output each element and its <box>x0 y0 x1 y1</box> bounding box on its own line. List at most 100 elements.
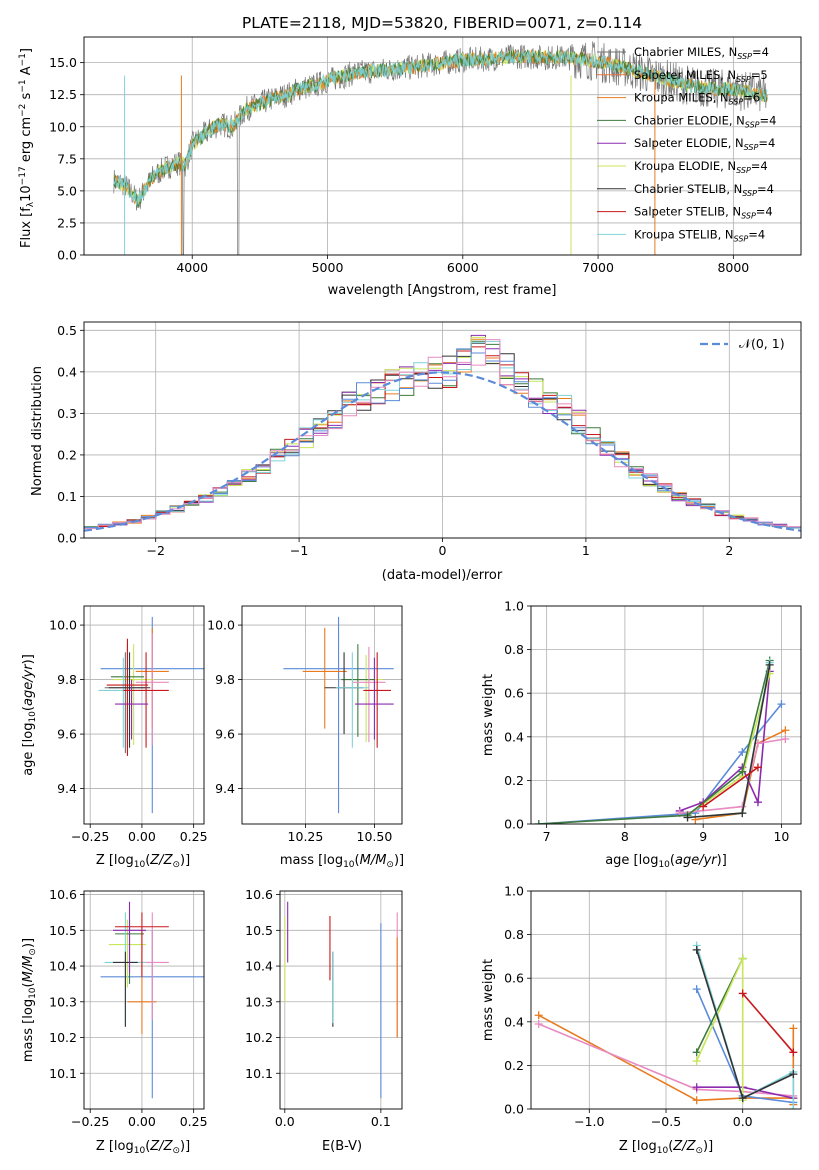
x-tick-label: 10 <box>773 829 789 844</box>
x-tick-label: −0.25 <box>71 829 109 844</box>
legend-label-sub: SSP <box>736 75 751 84</box>
y-tick-label: 0.2 <box>504 773 524 788</box>
x-tick-label: 8000 <box>717 260 749 275</box>
mass-xlabel-main: mass [log <box>280 853 343 868</box>
plot-body <box>98 616 204 814</box>
age-xlabel-main: age [log <box>605 853 658 868</box>
plot-area: 4000 5000 6000 7000 80000.02.55.07.510.012.5… <box>49 36 802 1129</box>
panel-mass_vs_EBV: 0.0 0.1 10.1 10.2 10.3 10.4 10.5 10.6 <box>245 887 403 1129</box>
mass-weight-line <box>538 660 771 824</box>
age-ylabel-main: age [log <box>21 723 36 776</box>
mass-weight-marker <box>789 1070 798 1079</box>
mass-weight-marker <box>692 945 701 954</box>
mass-weight-marker <box>534 1011 543 1020</box>
y-tick-label: 0.0 <box>57 531 77 546</box>
z-xlabel-3-main: Z [log <box>619 1139 657 1154</box>
mass-weight-marker <box>781 734 790 743</box>
legend-label: Kroupa MILES, NSSP=6 <box>634 91 760 107</box>
x-tick-label: 10.50 <box>357 829 393 844</box>
plot-body <box>84 334 801 538</box>
plot-body <box>113 41 768 255</box>
y-tick-label: 12.5 <box>49 87 77 102</box>
legend-label-post: =4 <box>760 113 777 127</box>
x-tick-label: 0.0 <box>275 1114 295 1129</box>
panel-massweight_vs_age: 7 8 9 10 0.0 0.2 0.4 0.6 0.8 1.0 <box>504 599 802 844</box>
mass-weight-marker <box>789 1024 798 1033</box>
y-tick-label: 10.5 <box>245 923 273 938</box>
mass-weight-marker <box>534 820 543 824</box>
y-tick-label: 10.6 <box>245 887 273 902</box>
x-tick-label: 0.25 <box>180 1114 208 1129</box>
mass-weight-marker <box>753 763 762 772</box>
plot-body <box>284 901 398 1099</box>
mass-weight-marker <box>738 748 747 757</box>
y-tick-label: 2.5 <box>57 215 77 230</box>
legend-label: Salpeter STELIB, NSSP=4 <box>634 205 773 221</box>
x-tick-label: −1.0 <box>574 1114 604 1129</box>
y-tick-label: 0.2 <box>57 447 77 462</box>
y-tick-label: 0.4 <box>504 1014 524 1029</box>
y-tick-label: 0.0 <box>57 248 77 263</box>
gaussian-curve <box>84 371 801 532</box>
legend-label-sub: SSP <box>729 98 744 107</box>
z-xlabel-2: Z [log10(Z/Z⊙)] <box>96 1139 190 1156</box>
model-spectrum <box>113 49 768 208</box>
legend-label-pre: Chabrier STELIB, N <box>634 182 742 196</box>
x-tick-label: 2 <box>725 543 733 558</box>
y-tick-label: 9.8 <box>215 672 235 687</box>
x-tick-label: −0.25 <box>71 1114 109 1129</box>
y-tick-label: 1.0 <box>504 599 524 614</box>
mass-weight-marker <box>781 726 790 735</box>
y-tick-label: 0.4 <box>504 729 524 744</box>
x-tick-label: 9 <box>699 829 707 844</box>
y-tick-label: 0.5 <box>57 323 77 338</box>
legend-label: Kroupa STELIB, NSSP=4 <box>634 227 765 243</box>
mass-weight-marker <box>738 989 747 998</box>
x-tick-label: 8 <box>621 829 629 844</box>
mass-weight-marker <box>738 1094 747 1103</box>
y-tick-label: 10.0 <box>49 618 77 633</box>
y-tick-label: 9.4 <box>215 781 235 796</box>
legend-label-pre: Kroupa STELIB, N <box>634 227 734 241</box>
mass-weight-marker <box>692 1048 701 1057</box>
x-tick-label: 7 <box>543 829 551 844</box>
y-tick-label: 15.0 <box>49 55 77 70</box>
legend-label-pre: Chabrier ELODIE, N <box>634 113 745 127</box>
mass-weight-marker <box>692 1096 701 1105</box>
y-tick-label: 10.3 <box>245 994 273 1009</box>
panel-age_vs_Z: −0.25 0.00 0.25 9.4 9.6 9.8 10.0 <box>49 605 208 844</box>
y-tick-label: 10.1 <box>245 1066 273 1081</box>
x-tick-label: 6000 <box>447 260 479 275</box>
y-tick-label: 9.4 <box>57 781 77 796</box>
y-tick-label: 0.8 <box>504 642 524 657</box>
model-spectrum <box>113 49 768 207</box>
y-tick-label: 9.6 <box>215 727 235 742</box>
z-xlabel-2-main: Z [log <box>96 1139 134 1154</box>
mass-weight-marker <box>789 1105 798 1109</box>
x-tick-label: 0.25 <box>180 829 208 844</box>
mass-weight-marker <box>738 809 747 818</box>
legend-label-post: =6 <box>743 91 760 105</box>
y-tick-label: 10.4 <box>245 959 273 974</box>
y-tick-label: 0.6 <box>504 971 524 986</box>
legend-label-sub: SSP <box>742 189 757 198</box>
mass-weight-line <box>695 988 794 1104</box>
panel-mass_vs_Z: −0.25 0.00 0.25 10.1 10.2 10.3 10.4 10.5 10.6 <box>49 887 207 1129</box>
legend-label: Chabrier STELIB, NSSP=4 <box>634 182 774 198</box>
y-tick-label: 9.6 <box>57 727 77 742</box>
x-tick-label: 0.00 <box>128 829 156 844</box>
y-tick-label: 10.0 <box>207 618 235 633</box>
plot-body <box>100 901 204 1099</box>
massweight-ylabel-2: mass weight <box>481 959 496 1041</box>
y-tick-label: 10.2 <box>245 1030 273 1045</box>
y-tick-label: 10.4 <box>49 959 77 974</box>
mass-weight-line <box>702 766 759 808</box>
panel-age_vs_mass: 10.25 10.50 9.4 9.6 9.8 10.0 <box>207 605 403 844</box>
z-xlabel-1-main: Z [log <box>96 853 134 868</box>
legend-label-pre: Salpeter ELODIE, N <box>634 136 744 150</box>
legend-label-post: =4 <box>757 182 774 196</box>
axes-frame <box>83 321 802 539</box>
plot-body <box>283 616 394 814</box>
residual-ylabel: Normed distribution <box>30 366 45 496</box>
massweight-ylabel-1: mass weight <box>481 674 496 756</box>
